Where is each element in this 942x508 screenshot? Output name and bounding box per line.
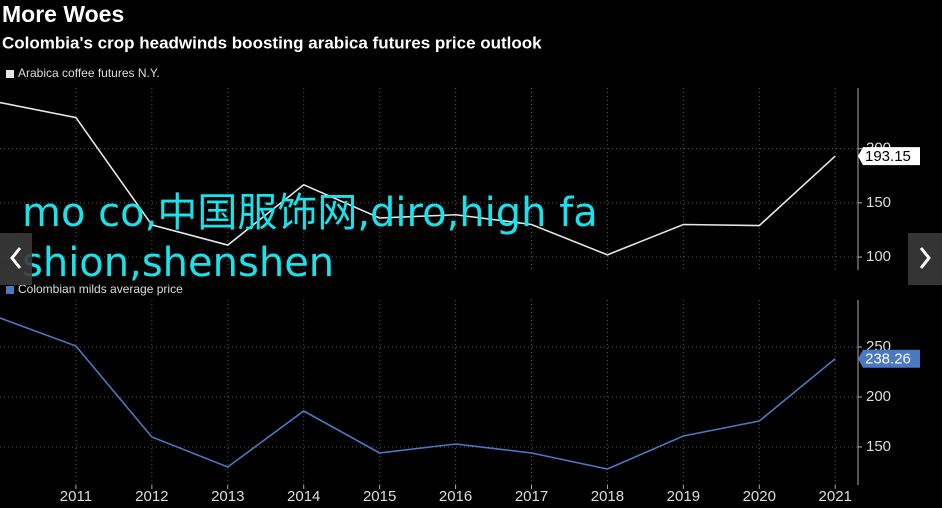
x-tick-label: 2019 xyxy=(667,488,700,505)
next-button[interactable] xyxy=(908,233,942,285)
y-tick-label: 200 xyxy=(866,388,891,405)
x-tick-label: 2015 xyxy=(363,488,396,505)
chart-subtitle: Colombia's crop headwinds boosting arabi… xyxy=(2,33,542,52)
value-label-box xyxy=(858,147,920,166)
x-tick-label: 2021 xyxy=(819,488,852,505)
legend-label: Arabica coffee futures N.Y. xyxy=(18,66,160,80)
x-tick-label: 2014 xyxy=(287,488,320,505)
value-label-box xyxy=(858,349,920,368)
x-tick-label: 2020 xyxy=(743,488,776,505)
value-label: 238.26 xyxy=(865,351,911,368)
line xyxy=(0,317,836,470)
x-tick-label: 2018 xyxy=(591,488,624,505)
overlay-text: mo co,中国服饰网,diro,high fashion,shenshen xyxy=(22,190,598,286)
legend-swatch xyxy=(6,70,14,78)
legend-label: Colombian milds average price xyxy=(18,282,183,296)
legend-swatch xyxy=(6,286,14,294)
chart-title: More Woes xyxy=(2,1,124,27)
value-label: 193.15 xyxy=(865,148,911,165)
line xyxy=(0,101,836,256)
y-tick-label: 150 xyxy=(866,194,891,211)
x-tick-label: 2013 xyxy=(211,488,244,505)
y-tick-label: 150 xyxy=(866,438,891,455)
x-tick-label: 2012 xyxy=(135,488,168,505)
x-tick-label: 2011 xyxy=(60,488,92,505)
x-tick-label: 2016 xyxy=(439,488,472,505)
x-tick-label: 2017 xyxy=(515,488,548,505)
prev-button[interactable] xyxy=(0,233,32,285)
y-tick-label: 100 xyxy=(866,248,891,265)
